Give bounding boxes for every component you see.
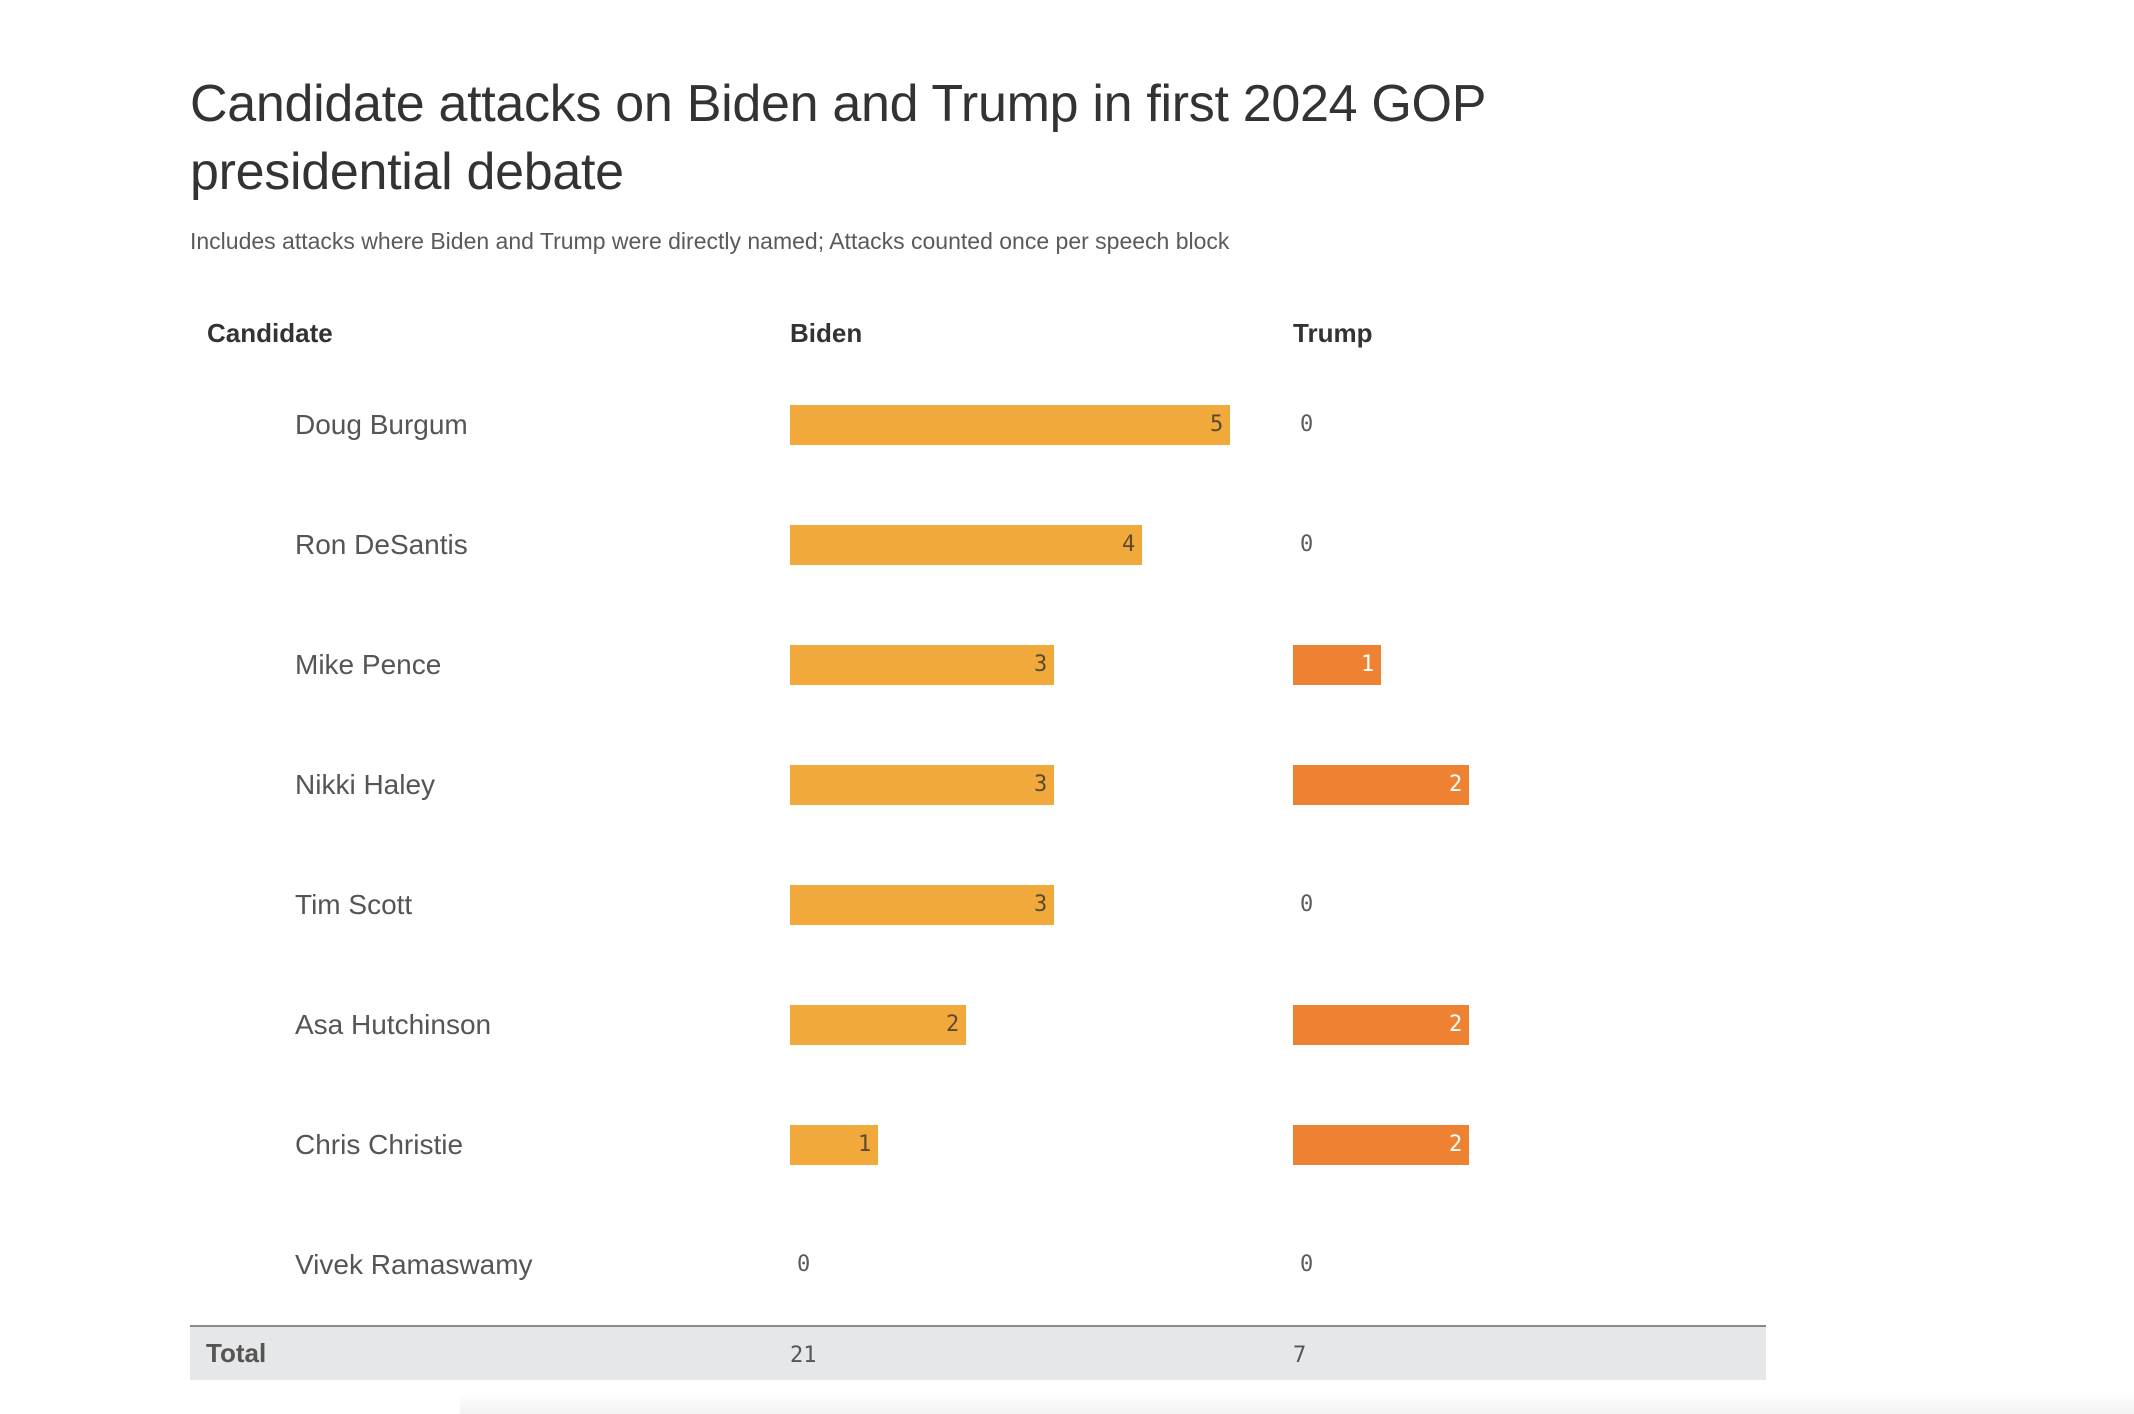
biden-bar: [790, 765, 1054, 805]
candidate-name: Mike Pence: [295, 605, 441, 725]
chart-subtitle: Includes attacks where Biden and Trump w…: [190, 226, 1229, 256]
biden-value-label: 0: [797, 1205, 810, 1325]
table-row: Tim Scott 3 0: [190, 845, 1766, 965]
candidate-name: Ron DeSantis: [295, 485, 468, 605]
total-biden-value: 21: [790, 1327, 817, 1380]
biden-bar: [790, 1005, 966, 1045]
chart-title: Candidate attacks on Biden and Trump in …: [190, 70, 1590, 206]
trump-value-label: 0: [1300, 365, 1313, 485]
table-row: Vivek Ramaswamy 0 0: [190, 1205, 1766, 1325]
biden-value-label: 4: [1122, 485, 1135, 605]
biden-bar: [790, 885, 1054, 925]
total-row: Total 21 7: [190, 1325, 1766, 1380]
biden-bar: [790, 645, 1054, 685]
biden-value-label: 3: [1034, 605, 1047, 725]
trump-bar: [1293, 1005, 1469, 1045]
trump-value-label: 2: [1449, 965, 1462, 1085]
table-row: Asa Hutchinson 2 2: [190, 965, 1766, 1085]
trump-value-label: 0: [1300, 845, 1313, 965]
candidate-name: Asa Hutchinson: [295, 965, 491, 1085]
biden-value-label: 3: [1034, 845, 1047, 965]
table-row: Doug Burgum 5 0: [190, 365, 1766, 485]
bottom-shadow: [460, 1392, 2134, 1414]
candidate-name: Chris Christie: [295, 1085, 463, 1205]
biden-value-label: 3: [1034, 725, 1047, 845]
biden-value-label: 5: [1210, 365, 1223, 485]
total-trump-value: 7: [1293, 1327, 1306, 1380]
trump-value-label: 2: [1449, 1085, 1462, 1205]
candidate-name: Doug Burgum: [295, 365, 468, 485]
column-header-trump: Trump: [1293, 316, 1372, 350]
column-header-biden: Biden: [790, 316, 862, 350]
column-header-candidate: Candidate: [207, 316, 333, 350]
candidate-name: Nikki Haley: [295, 725, 435, 845]
candidate-name: Tim Scott: [295, 845, 412, 965]
trump-bar: [1293, 765, 1469, 805]
table-row: Chris Christie 1 2: [190, 1085, 1766, 1205]
table-row: Mike Pence 3 1: [190, 605, 1766, 725]
trump-value-label: 0: [1300, 1205, 1313, 1325]
candidate-name: Vivek Ramaswamy: [295, 1205, 533, 1325]
biden-value-label: 1: [858, 1085, 871, 1205]
biden-bar: [790, 525, 1142, 565]
table-row: Nikki Haley 3 2: [190, 725, 1766, 845]
trump-value-label: 0: [1300, 485, 1313, 605]
trump-value-label: 1: [1361, 605, 1374, 725]
total-label: Total: [206, 1327, 266, 1380]
biden-bar: [790, 405, 1230, 445]
trump-value-label: 2: [1449, 725, 1462, 845]
biden-value-label: 2: [946, 965, 959, 1085]
table-row: Ron DeSantis 4 0: [190, 485, 1766, 605]
trump-bar: [1293, 1125, 1469, 1165]
